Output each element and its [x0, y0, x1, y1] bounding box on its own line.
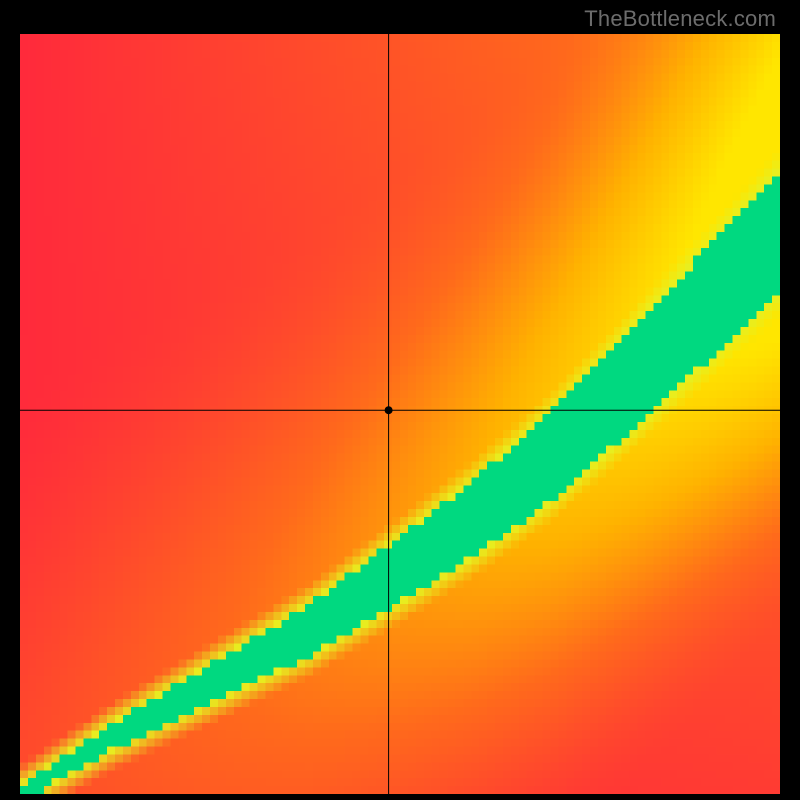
heatmap-canvas: [20, 34, 780, 794]
chart-container: { "watermark": "TheBottleneck.com", "wat…: [0, 0, 800, 800]
watermark-text: TheBottleneck.com: [584, 6, 776, 32]
